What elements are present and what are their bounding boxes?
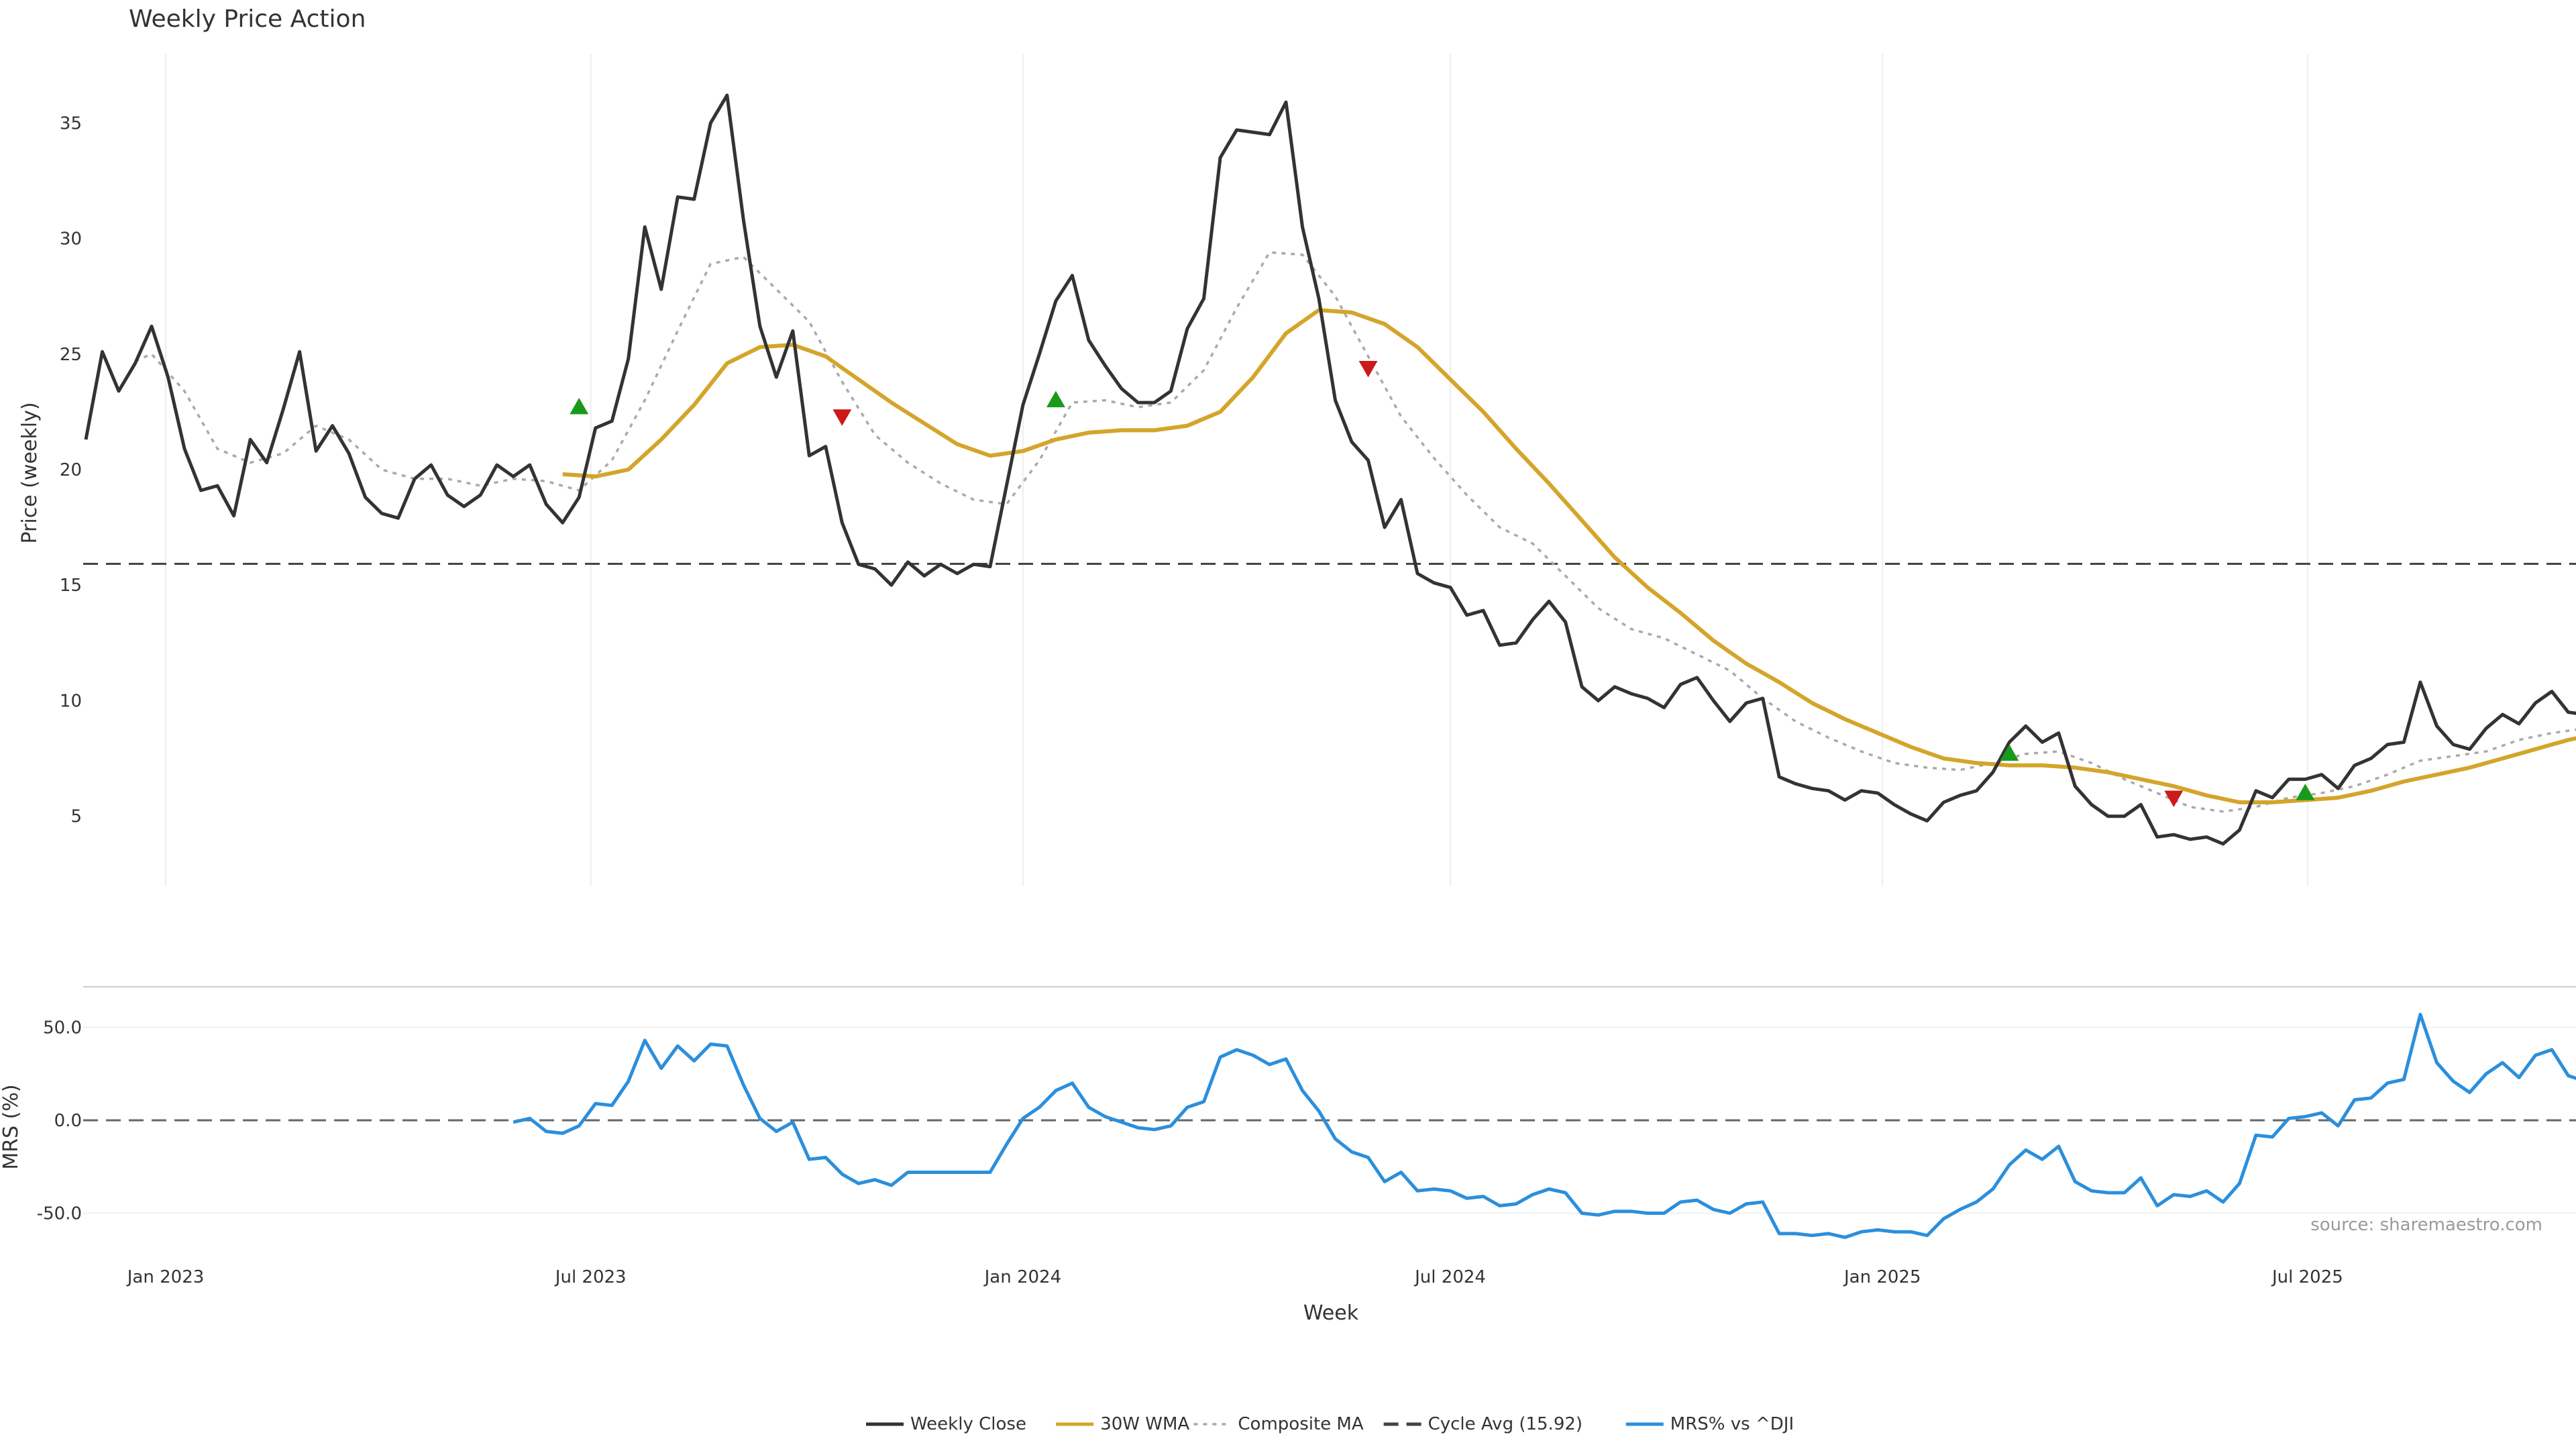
legend-label: Composite MA <box>1238 1414 1363 1434</box>
price-y-tick-label: 20 <box>60 460 82 480</box>
legend: Weekly Close 30W WMA Composite MA Cycle Avg… <box>866 1414 1794 1434</box>
buy-signal-marker <box>570 398 589 415</box>
legend-label: MRS% vs ^DJI <box>1670 1414 1794 1434</box>
price-y-tick-label: 10 <box>60 691 82 711</box>
price-panel: 5 10 15 20 25 30 35 Price (weekly) <box>18 54 2576 885</box>
weekly-close-line <box>84 93 2576 846</box>
x-axis-ticks: Jan 2023 Jul 2023 Jan 2024 Jul 2024 Jan 2025… <box>126 1267 2343 1287</box>
price-y-tick-label: 5 <box>70 807 82 827</box>
composite-ma-line <box>134 251 2576 813</box>
x-tick-label: Jan 2025 <box>1843 1267 1921 1287</box>
buy-signal-marker <box>1046 390 1065 408</box>
wma-30w-line <box>562 308 2576 804</box>
source-annotation: source: sharemaestro.com <box>2310 1215 2542 1235</box>
price-y-axis-label: Price (weekly) <box>18 402 42 543</box>
sell-signal-marker <box>833 409 852 426</box>
x-tick-label: Jan 2024 <box>983 1267 1062 1287</box>
legend-item: MRS% vs ^DJI <box>1625 1414 1794 1434</box>
x-tick-label: Jul 2024 <box>1413 1267 1486 1287</box>
legend-item: Cycle Avg (15.92) <box>1383 1414 1582 1434</box>
legend-label: 30W WMA <box>1100 1414 1189 1434</box>
legend-label: Weekly Close <box>910 1414 1026 1434</box>
price-y-tick-label: 15 <box>60 576 82 596</box>
legend-item: Weekly Close <box>866 1414 1026 1434</box>
mrs-y-tick-label: -50.0 <box>37 1203 82 1224</box>
legend-item: 30W WMA <box>1056 1414 1189 1434</box>
price-y-ticks: 5 10 15 20 25 30 35 <box>60 113 82 826</box>
x-tick-label: Jul 2025 <box>2271 1267 2343 1287</box>
sell-signal-marker <box>1358 360 1378 378</box>
x-tick-label: Jan 2023 <box>126 1267 205 1287</box>
mrs-y-tick-label: 50.0 <box>43 1018 82 1038</box>
legend-item: Composite MA <box>1193 1414 1364 1434</box>
mrs-panel: -50.0 0.0 50.0 MRS (%) source: sharemaestr… <box>0 986 2576 1239</box>
mrs-y-ticks: -50.0 0.0 50.0 <box>37 1018 82 1224</box>
signal-markers <box>570 360 2315 808</box>
buy-signal-marker <box>2296 784 2315 800</box>
price-vertical-grid <box>165 54 2308 885</box>
mrs-y-tick-label: 0.0 <box>54 1111 82 1131</box>
price-y-tick-label: 35 <box>60 113 82 133</box>
sell-signal-marker <box>2164 790 2184 808</box>
chart-title: Weekly Price Action <box>129 5 366 33</box>
legend-label: Cycle Avg (15.92) <box>1428 1414 1582 1434</box>
mrs-y-axis-label: MRS (%) <box>0 1084 23 1169</box>
price-y-tick-label: 30 <box>60 229 82 250</box>
mrs-line <box>513 1012 2576 1239</box>
mrs-horizontal-grid <box>83 1026 2576 1214</box>
price-y-tick-label: 25 <box>60 345 82 365</box>
x-tick-label: Jul 2023 <box>554 1267 627 1287</box>
x-axis-label: Week <box>1303 1301 1359 1325</box>
buy-signal-marker <box>2000 744 2019 761</box>
